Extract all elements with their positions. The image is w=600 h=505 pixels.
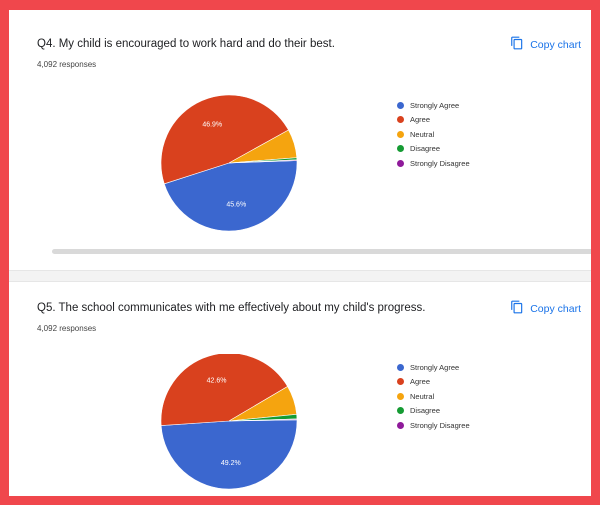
legend-swatch [397, 101, 404, 109]
response-count: 4,092 responses [37, 324, 97, 333]
legend-item-strongly-disagree: Strongly Disagree [397, 156, 470, 171]
legend-swatch [397, 116, 404, 124]
page-frame: Q4. My child is encouraged to work hard … [9, 10, 591, 496]
legend-label: Strongly Agree [410, 100, 460, 110]
question-card-q4: Q4. My child is encouraged to work hard … [19, 18, 591, 270]
legend-swatch [397, 363, 404, 371]
pie-data-label: 46.9% [202, 121, 222, 128]
legend-item-strongly-agree: Strongly Agree [397, 360, 470, 375]
copy-chart-button[interactable]: Copy chart [510, 300, 581, 317]
legend-label: Strongly Disagree [410, 158, 470, 168]
legend-item-agree: Agree [397, 375, 470, 390]
legend-item-neutral: Neutral [397, 389, 470, 404]
pie-slice-strongly-disagree[interactable] [228, 159, 298, 164]
legend-label: Agree [410, 115, 431, 125]
legend-swatch [397, 421, 404, 429]
pie-slice-agree[interactable] [160, 354, 288, 426]
legend-label: Neutral [410, 129, 435, 139]
legend-swatch [397, 159, 404, 167]
legend-label: Disagree [410, 406, 441, 416]
pie-slice-strongly-agree[interactable] [160, 419, 298, 490]
pie-chart-q4: 45.6% 46.9% [160, 94, 298, 232]
chart-legend: Strongly Agree Agree Neutral Disagree Strong… [397, 98, 470, 171]
legend-item-strongly-agree: Strongly Agree [397, 98, 470, 113]
legend-item-agree: Agree [397, 113, 470, 128]
legend-item-disagree: Disagree [397, 404, 470, 419]
copy-chart-button[interactable]: Copy chart [510, 36, 581, 53]
pie-slice-agree[interactable] [160, 94, 289, 185]
question-title: Q4. My child is encouraged to work hard … [37, 38, 335, 50]
response-count: 4,092 responses [37, 60, 97, 69]
legend-label: Strongly Agree [410, 362, 460, 372]
legend-swatch [397, 130, 404, 138]
pie-data-label: 42.6% [207, 378, 227, 385]
pie-slice-strongly-agree[interactable] [163, 160, 298, 232]
card-divider [9, 270, 591, 282]
legend-item-disagree: Disagree [397, 142, 470, 157]
pie-data-label: 49.2% [221, 460, 241, 467]
legend-swatch [397, 407, 404, 415]
legend-swatch [397, 378, 404, 386]
legend-swatch [397, 145, 404, 153]
chart-legend: Strongly Agree Agree Neutral Disagree Strong… [397, 360, 470, 433]
pie-chart-q5: 49.2% 42.6% [160, 354, 298, 490]
question-card-q5: Q5. The school communicates with me effe… [19, 282, 589, 496]
legend-label: Agree [410, 377, 431, 387]
pie-slice-strongly-disagree[interactable] [228, 418, 298, 422]
pie-data-label: 45.6% [226, 202, 246, 209]
copy-chart-label: Copy chart [530, 302, 581, 315]
copy-chart-label: Copy chart [530, 38, 581, 51]
question-title: Q5. The school communicates with me effe… [37, 302, 426, 314]
copy-icon [510, 36, 524, 53]
legend-label: Disagree [410, 144, 441, 154]
copy-icon [510, 300, 524, 317]
legend-label: Neutral [410, 391, 435, 401]
legend-label: Strongly Disagree [410, 420, 470, 430]
legend-item-strongly-disagree: Strongly Disagree [397, 418, 470, 433]
legend-swatch [397, 392, 404, 400]
legend-item-neutral: Neutral [397, 127, 470, 142]
horizontal-scrollbar[interactable] [52, 249, 591, 254]
